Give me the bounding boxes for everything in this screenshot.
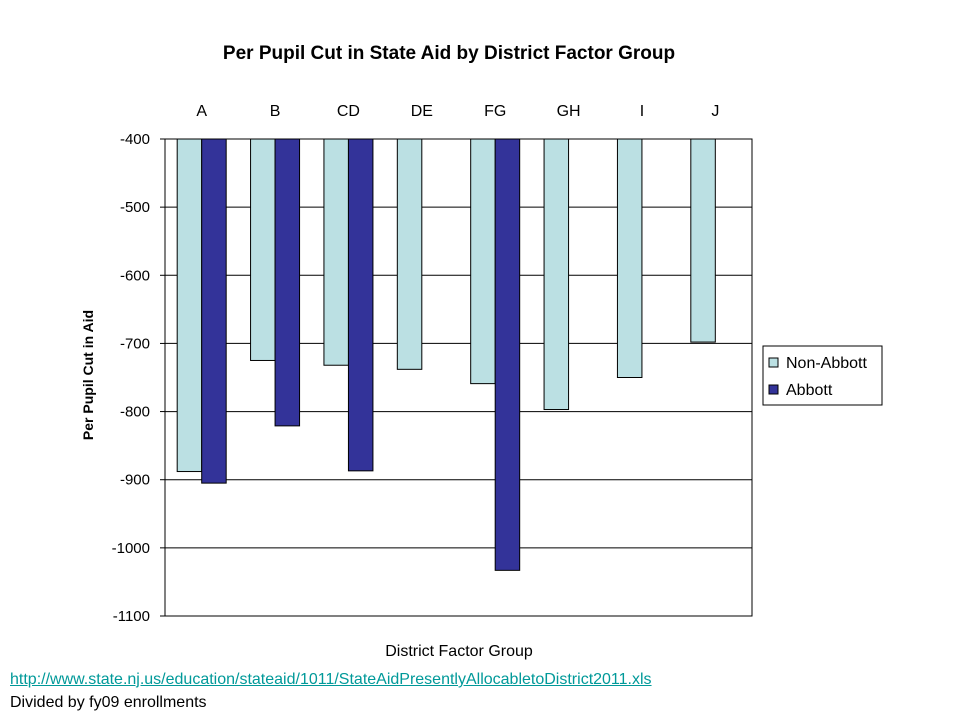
bar-non-abbott-b [250,138,276,361]
x-tick-label: DE [411,103,433,120]
bars [176,138,716,571]
y-tick-labels: -400 -500 -600 -700 -800 -900 -1000 -1100 [112,131,150,625]
y-tick-label: -800 [120,404,150,421]
bar-abbott-fg [494,138,521,571]
y-tick-label: -1000 [112,540,150,557]
bar-abbott-cd [347,138,374,472]
legend-box [762,345,883,406]
bar-non-abbott-i [616,138,643,378]
bar-non-abbott-fg [470,138,496,385]
x-tick-labels: A B CD DE FG GH I J [196,103,719,120]
x-tick-label: FG [484,103,506,120]
y-axis-label: Per Pupil Cut in Aid [80,310,96,440]
bar-non-abbott-gh [543,138,570,411]
chart-title: Per Pupil Cut in State Aid by District F… [223,43,675,64]
legend-label: Non-Abbott [786,355,867,372]
x-tick-label: B [270,103,281,120]
x-tick-label: CD [337,103,360,120]
plot-area-border [164,138,753,617]
y-tick-label: -1100 [113,608,150,625]
bar-non-abbott-j [690,138,716,343]
y-tick-label: -900 [120,472,150,489]
y-tick-label: -600 [120,267,150,284]
x-tick-label: J [711,103,719,120]
y-tick-label: -500 [120,199,150,216]
legend-label: Abbott [786,382,833,399]
bar-chart: Per Pupil Cut in State Aid by District F… [80,43,883,660]
y-tick-label: -700 [120,335,150,352]
source-link[interactable]: http://www.state.nj.us/education/stateai… [10,671,652,688]
footnote: Divided by fy09 enrollments [10,694,207,711]
bar-abbott-a [201,138,227,484]
legend-swatch [768,384,779,395]
legend-swatch [768,357,779,368]
bar-abbott-b [274,138,301,427]
bar-non-abbott-cd [323,138,349,366]
legend: Non-Abbott Abbott [762,345,883,406]
bar-non-abbott-a [176,138,203,473]
x-axis-label: District Factor Group [385,643,533,660]
x-tick-label: I [640,103,644,120]
x-tick-label: A [196,103,207,120]
bar-non-abbott-de [396,138,423,370]
x-tick-label: GH [557,103,581,120]
gridlines [160,138,752,617]
y-tick-label: -400 [120,131,150,148]
